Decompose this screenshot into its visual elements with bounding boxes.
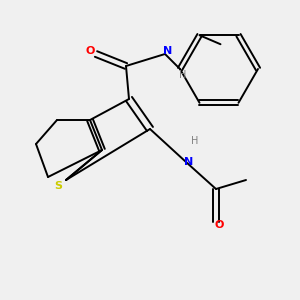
Text: H: H xyxy=(179,70,187,80)
Text: N: N xyxy=(184,157,194,167)
Text: H: H xyxy=(191,136,199,146)
Text: O: O xyxy=(85,46,95,56)
Text: O: O xyxy=(214,220,224,230)
Text: N: N xyxy=(164,46,172,56)
Text: S: S xyxy=(55,181,62,191)
